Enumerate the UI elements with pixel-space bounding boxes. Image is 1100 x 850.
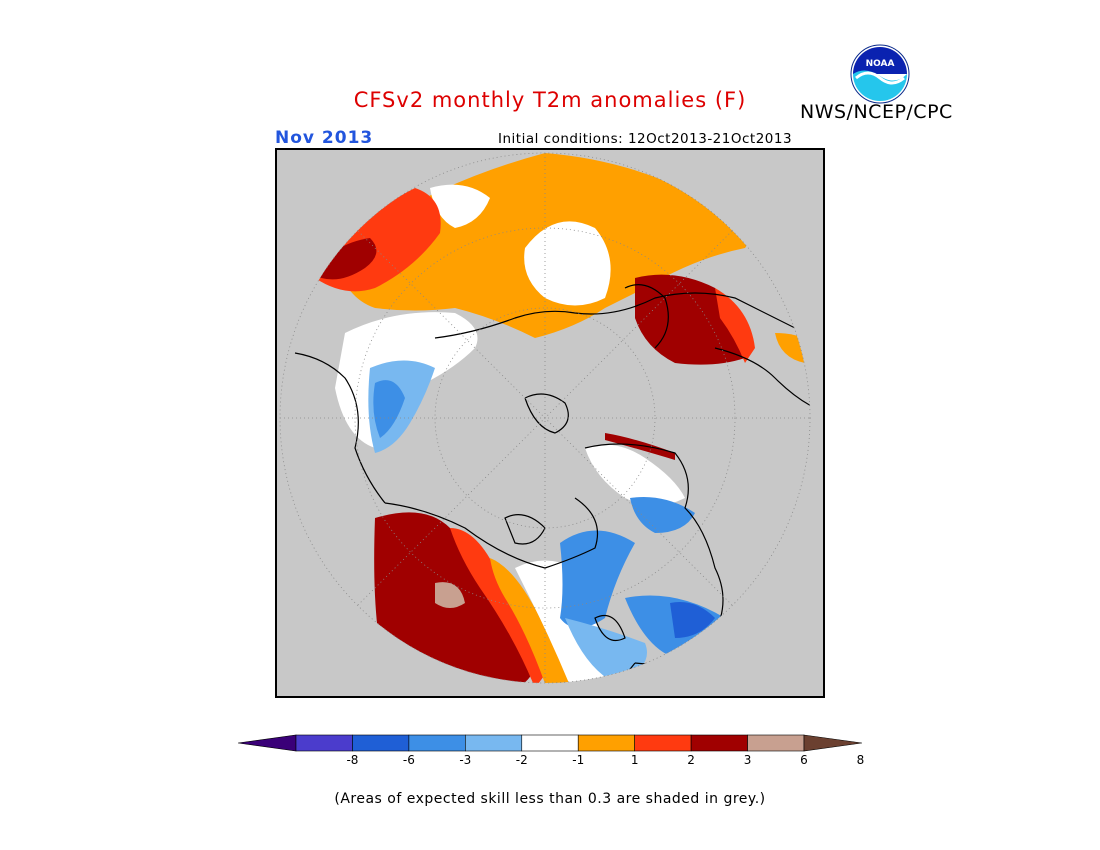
colorbar-arrow-low — [238, 734, 297, 752]
anomaly-region-darkred-europe — [310, 238, 377, 280]
logo-text: NOAA — [866, 59, 895, 69]
anomaly-region-tan-north-america — [435, 582, 465, 608]
anomaly-region-lightblue-canada — [565, 618, 647, 683]
colorbar-bin — [465, 734, 523, 752]
anomaly-region-blue-greenland — [630, 497, 695, 533]
colorbar-tick-label: 1 — [630, 753, 639, 767]
colorbar-bin — [634, 734, 692, 752]
colorbar-bin — [747, 734, 805, 752]
colorbar-bin — [352, 734, 410, 752]
graticule — [279, 152, 811, 684]
colorbar-bin — [690, 734, 748, 752]
colorbar-tick-label: 6 — [800, 753, 808, 767]
skill-note: (Areas of expected skill less than 0.3 a… — [334, 791, 766, 807]
colorbar-arrow-high — [803, 734, 862, 752]
forecast-month: Nov 2013 — [275, 128, 374, 148]
colorbar-tick-label: -6 — [402, 753, 415, 767]
colorbar-tick-label: -8 — [346, 753, 359, 767]
colorbar-bin — [408, 734, 466, 752]
colorbar-tick-label: 8 — [856, 753, 865, 767]
anomaly-region-red-alaska — [715, 288, 755, 363]
anomaly-region-darkred-arctic-strip — [605, 433, 675, 460]
agency-label: NWS/NCEP/CPC — [800, 101, 953, 123]
colorbar-bin — [521, 734, 579, 752]
colorbar-tick-label: 2 — [687, 753, 695, 767]
map-frame — [275, 148, 825, 698]
anomaly-region-white-siberia — [524, 221, 611, 306]
colorbar-ticks: -8 -6 -3 -2 -1 1 2 3 6 8 — [238, 753, 865, 769]
initial-conditions: Initial conditions: 12Oct2013-21Oct2013 — [498, 131, 793, 147]
colorbar — [238, 734, 862, 752]
noaa-logo: NOAA — [850, 44, 910, 104]
anomaly-region-orange-north-america — [490, 558, 575, 683]
map-title: CFSv2 monthly T2m anomalies (F) — [353, 88, 747, 112]
colorbar-tick-label: -1 — [572, 753, 585, 767]
anomaly-region-white-canada — [515, 560, 615, 683]
anomaly-region-midblue-atlantic — [373, 380, 405, 438]
anomaly-map — [275, 148, 825, 698]
colorbar-bin — [577, 734, 635, 752]
anomaly-region-red-north-america — [450, 528, 550, 683]
colorbar-tick-label: 3 — [743, 753, 752, 767]
anomaly-region-white-russia — [430, 184, 490, 228]
colorbar-bin — [295, 734, 353, 752]
anomaly-region-white-greenland — [585, 444, 685, 506]
colorbar-tick-label: -2 — [515, 753, 528, 767]
colorbar-tick-label: -3 — [459, 753, 472, 767]
anomaly-region-darkblue-greenland — [670, 602, 715, 638]
